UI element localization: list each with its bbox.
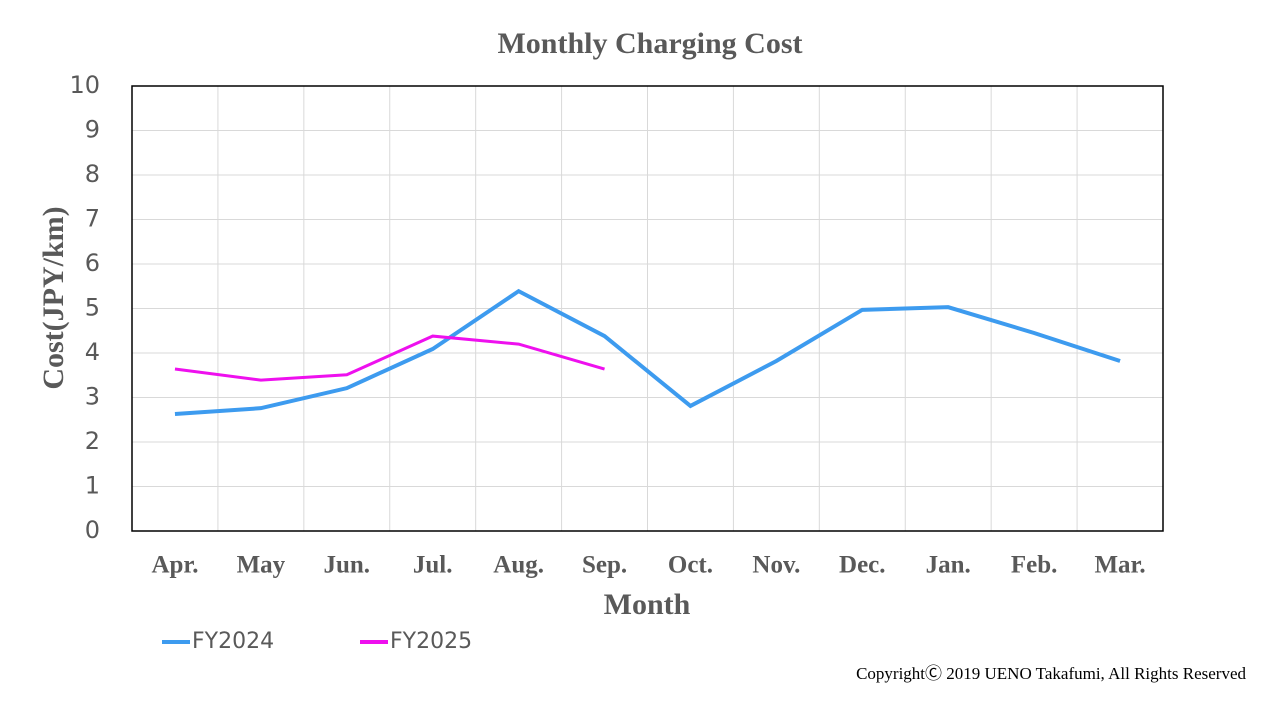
y-tick-label: 10 <box>69 71 100 99</box>
copyright: CopyrightⒸ 2019 UENO Takafumi, All Right… <box>856 664 1246 683</box>
y-tick-label: 6 <box>85 249 100 277</box>
x-tick-label: Jan. <box>926 552 971 579</box>
x-tick-label: Mar. <box>1094 552 1145 579</box>
x-tick-label: Jul. <box>413 552 453 579</box>
y-tick-label: 2 <box>85 427 100 455</box>
y-tick-label: 5 <box>85 294 100 322</box>
x-tick-label: May <box>237 552 286 579</box>
y-axis-label: Cost(JPY/km) <box>37 206 70 389</box>
legend-label: FY2024 <box>192 629 274 654</box>
series-line <box>174 288 1121 416</box>
x-tick-label: Aug. <box>493 552 544 579</box>
x-tick-label: Jun. <box>324 552 371 579</box>
y-tick-label: 4 <box>85 338 100 366</box>
plot-frame <box>131 85 1164 532</box>
chart-title: Monthly Charging Cost <box>497 27 802 60</box>
x-tick-label: Nov. <box>752 552 800 579</box>
x-axis-label: Month <box>604 588 691 621</box>
x-tick-label: Dec. <box>839 552 886 579</box>
y-tick-label: 8 <box>85 160 100 188</box>
legend-label: FY2025 <box>390 629 472 654</box>
x-tick-label: Oct. <box>668 552 713 579</box>
x-tick-label: Sep. <box>582 552 627 579</box>
y-tick-label: 9 <box>85 116 100 144</box>
x-tick-label: Feb. <box>1011 552 1058 579</box>
series-line <box>174 334 605 382</box>
y-tick-label: 1 <box>85 472 100 500</box>
x-tick-label: Apr. <box>151 552 198 579</box>
y-tick-label: 0 <box>85 516 100 544</box>
y-tick-label: 3 <box>85 383 100 411</box>
y-tick-label: 7 <box>85 205 100 233</box>
